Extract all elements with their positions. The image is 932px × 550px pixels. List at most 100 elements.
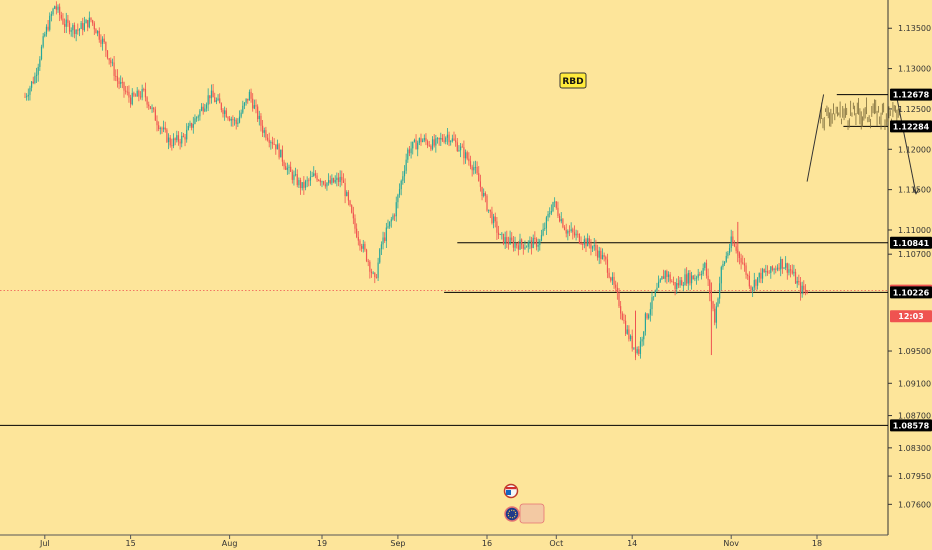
candle-body [136, 90, 138, 97]
candle-body [557, 207, 559, 216]
candle-body [39, 59, 41, 67]
candle-body [357, 236, 359, 241]
event-count-group[interactable] [519, 503, 545, 524]
candle-body [257, 106, 259, 120]
candle-body [298, 180, 300, 186]
price-axis[interactable]: 1.135001.130001.125001.120001.115001.110… [887, 0, 931, 535]
candle-body [615, 284, 617, 288]
candle-body [669, 274, 671, 282]
candle-body [395, 202, 397, 217]
candle-body [88, 17, 90, 28]
projection-line[interactable] [806, 94, 825, 182]
candle-body [707, 275, 709, 281]
candle-body [197, 116, 199, 118]
candle-body [306, 180, 308, 182]
candle-body [179, 141, 181, 144]
candle-body [141, 88, 143, 98]
eu-flag-icon[interactable] [504, 506, 520, 522]
candle-body [418, 138, 420, 143]
candle-body [87, 20, 89, 28]
candle-body [258, 115, 260, 120]
candle-body [443, 140, 445, 142]
x-tick-label: Sep [390, 539, 405, 548]
candle-body [304, 181, 307, 188]
y-tick-label: 1.08300 [898, 444, 931, 453]
y-tick-label: 1.13500 [898, 24, 931, 33]
candle-body [785, 263, 787, 268]
candle-body [550, 210, 552, 214]
candle-body [240, 112, 242, 117]
candle-body [453, 138, 455, 141]
candle-body [184, 136, 186, 140]
candle-body [493, 216, 495, 223]
candle-body [572, 229, 574, 233]
candle-body [725, 255, 727, 262]
candle-body [806, 289, 808, 294]
candle-body [479, 181, 481, 187]
candle-body [139, 96, 142, 98]
candle-body [450, 141, 452, 143]
event-markers[interactable] [503, 483, 545, 524]
candle-body [463, 147, 465, 159]
candle-body [105, 41, 107, 51]
candle-body [405, 159, 407, 171]
rbd-label-box[interactable] [559, 72, 587, 89]
candle-body [177, 135, 180, 142]
candle-body [394, 215, 396, 217]
candle-body [161, 128, 163, 130]
candle-body [318, 180, 320, 181]
candle-body [760, 272, 762, 279]
candle-body [225, 110, 227, 118]
candle-body [427, 141, 429, 146]
candle-body [679, 280, 681, 286]
x-tick-label: Aug [222, 539, 238, 548]
candle-body [252, 98, 254, 109]
candle-body [573, 232, 576, 236]
candle-body [151, 107, 153, 109]
candle-body [544, 228, 546, 230]
rbd-label: RBD [562, 77, 583, 87]
candle-body [656, 287, 658, 291]
horizontal-levels [0, 94, 888, 426]
candle-body [461, 146, 463, 148]
candle-body [37, 66, 39, 75]
candle-body [95, 29, 97, 34]
candle-body [803, 285, 805, 290]
candle-body [662, 276, 665, 279]
candle-body [219, 98, 221, 104]
candle-body [697, 274, 699, 278]
candle-body [143, 88, 145, 90]
candle-body [126, 91, 128, 93]
candle-body [222, 109, 224, 114]
candle-body [245, 98, 247, 103]
candle-body [559, 215, 561, 222]
candle-body [354, 218, 356, 229]
candle-body [575, 233, 577, 236]
candle-body [40, 46, 43, 60]
candle-body [290, 166, 292, 172]
candle-body [664, 271, 666, 279]
candle-body [92, 20, 94, 24]
candle-body [618, 292, 620, 307]
candle-body [567, 230, 569, 234]
candle-body [577, 233, 579, 235]
candle-body [653, 296, 655, 298]
candle-body [172, 138, 175, 147]
candle-body [466, 152, 468, 159]
candle-body [765, 270, 767, 272]
candle-body [547, 213, 549, 218]
candle-body [230, 119, 232, 121]
candle-body [164, 127, 166, 130]
candle-body [214, 97, 216, 103]
candle-body [730, 236, 732, 248]
y-tick-label: 1.13000 [898, 65, 931, 74]
candle-body [115, 75, 117, 77]
eu-stars-icon [507, 509, 517, 519]
time-axis[interactable]: Jul 15 Aug 19 Sep 16 Oct 14 Nov 18 [0, 534, 888, 548]
candle-body [740, 257, 742, 263]
candle-body [233, 119, 236, 121]
candle-body [29, 87, 31, 95]
projection-line[interactable] [895, 94, 917, 194]
candle-body [385, 227, 387, 241]
